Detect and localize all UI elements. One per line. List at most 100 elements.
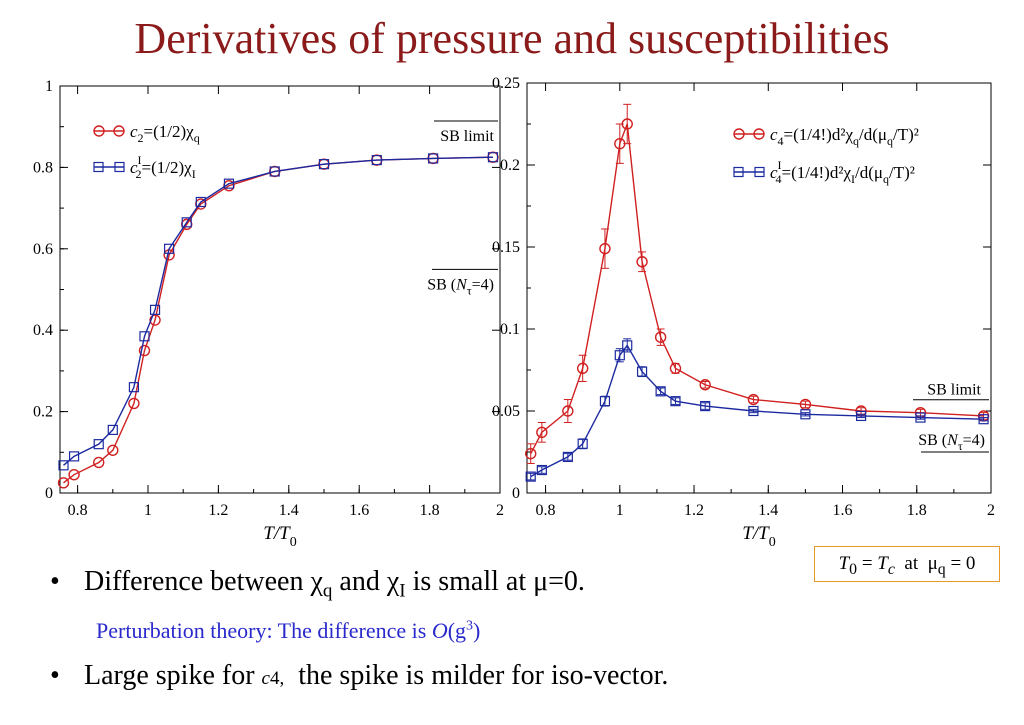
right-data-point-square — [655, 386, 666, 397]
left-data-point-square — [68, 451, 80, 462]
left-data-point-square — [128, 382, 140, 393]
left-data-point-circle — [68, 468, 80, 481]
right-data-point-circle — [599, 242, 611, 255]
perturbation-note: Perturbation theory: The difference is O… — [96, 618, 481, 643]
bullet-dot: • — [50, 660, 60, 691]
left-data-point-square — [107, 424, 118, 436]
right-data-point-square — [577, 438, 588, 449]
right-data-point-square — [599, 396, 611, 407]
bullet-1: • Difference between χq and χI is small a… — [50, 566, 585, 602]
right-data-point-square — [525, 471, 536, 482]
left-legend-red-marker — [113, 125, 125, 137]
left-x-tick-label: 1.2 — [208, 502, 228, 519]
right-data-point-square — [855, 410, 867, 422]
right-data-point-circle — [636, 256, 648, 268]
left-data-point-square — [318, 159, 330, 170]
right-x-tick-label: 1.4 — [758, 502, 778, 519]
right-data-point-circle — [576, 362, 589, 375]
right-data-point-square — [614, 350, 625, 361]
left-legend-blue-marker — [114, 161, 125, 173]
right-data-point-circle — [669, 362, 682, 375]
right-data-point-circle — [621, 118, 633, 130]
left-data-point-circle — [128, 397, 140, 410]
left-data-point-square — [371, 154, 382, 166]
right-y-tick-label: 0.2 — [500, 157, 520, 174]
left-data-point-square — [428, 153, 439, 164]
right-data-point-circle — [699, 379, 711, 391]
right-y-tick-label: 0 — [512, 485, 520, 502]
right-legend-blue-marker — [733, 166, 744, 178]
right-data-point-circle — [525, 447, 537, 460]
page-title: Derivatives of pressure and susceptibili… — [134, 14, 890, 63]
right-legend-red-marker — [733, 128, 745, 140]
left-y-tick-label: 0.8 — [33, 159, 53, 176]
left-data-point-square — [58, 460, 69, 471]
left-x-tick-label: 1 — [144, 502, 152, 519]
right-x-tick-label: 0.8 — [536, 502, 556, 519]
left-series-line-red — [63, 156, 493, 484]
right-series-line-blue — [530, 344, 984, 478]
right-y-tick-label: 0.25 — [492, 75, 520, 92]
left-data-point-circle — [93, 456, 105, 469]
bullet-dot: • — [50, 566, 60, 597]
right-sb-limit-label: SB limit — [927, 382, 981, 399]
right-data-point-square — [636, 366, 648, 377]
right-sb-n-label: SB (Nτ=4) — [918, 432, 985, 453]
bullet-2: • Large spike for c4, the spike is milder… — [50, 660, 669, 691]
right-y-tick-label: 0.1 — [500, 321, 520, 338]
left-data-point-circle — [138, 344, 151, 357]
left-data-point-square — [164, 243, 175, 254]
left-sb-n-label: SB (Nτ=4) — [427, 276, 494, 297]
left-data-point-square — [487, 152, 499, 163]
right-x-tick-label: 2 — [987, 502, 995, 519]
left-series-line-blue — [63, 156, 493, 466]
left-x-tick-label: 1.4 — [279, 502, 299, 519]
right-x-tick-label: 1.6 — [833, 502, 853, 519]
right-legend-red-label: c4=(1/4!)d²χq/d(μq/T)² — [770, 125, 919, 148]
right-data-point-square — [748, 405, 759, 417]
left-y-tick-label: 1 — [45, 78, 53, 95]
right-data-point-square — [622, 340, 633, 351]
right-x-tick-label: 1.8 — [907, 502, 927, 519]
left-x-tick-label: 1.6 — [349, 502, 369, 519]
right-data-point-square — [700, 400, 711, 412]
right-data-point-circle — [747, 393, 760, 406]
left-data-point-circle — [107, 444, 119, 456]
left-y-tick-label: 0.4 — [33, 322, 53, 339]
box-t0: T — [838, 553, 850, 574]
left-y-tick-label: 0 — [45, 485, 53, 502]
left-sb-limit-label: SB limit — [440, 128, 494, 145]
right-legend-blue-label: cI 4=(1/4!)d²χI/d(μq/T)² — [770, 158, 915, 186]
right-y-tick-label: 0.15 — [492, 239, 520, 256]
left-data-point-square — [139, 331, 150, 342]
definition-box: T0 = Tc at μq = 0 — [814, 546, 1000, 582]
left-data-point-square — [93, 439, 104, 450]
right-data-point-circle — [536, 426, 548, 439]
left-y-tick-label: 0.2 — [33, 404, 53, 421]
right-data-point-square — [670, 396, 681, 407]
right-data-point-square — [536, 464, 547, 476]
left-data-point-square — [223, 178, 235, 189]
right-data-point-square — [915, 412, 926, 423]
right-y-tick-label: 0.05 — [492, 403, 520, 420]
left-legend-red-marker — [93, 125, 105, 137]
left-x-tick-label: 0.8 — [68, 502, 88, 519]
right-legend-red-marker — [753, 128, 765, 140]
left-data-point-circle — [149, 314, 161, 326]
left-data-point-square — [149, 304, 161, 315]
right-data-point-circle — [654, 331, 667, 343]
right-x-tick-label: 1 — [616, 502, 624, 519]
right-data-point-square — [978, 414, 989, 425]
left-x-tick-label: 2 — [496, 502, 504, 519]
left-y-tick-label: 0.6 — [33, 241, 53, 258]
left-data-point-square — [269, 166, 280, 177]
left-legend-red-label: c2=(1/2)χq — [130, 122, 200, 145]
right-data-point-square — [800, 409, 811, 420]
left-legend-blue-label: cI 2=(1/2)χI — [130, 153, 196, 181]
left-data-point-circle — [57, 477, 70, 489]
right-x-axis-label: T/T0 — [742, 523, 775, 550]
left-legend-blue-marker — [93, 161, 104, 173]
left-x-tick-label: 1.8 — [420, 502, 440, 519]
left-x-axis-label: T/T0 — [263, 523, 296, 550]
